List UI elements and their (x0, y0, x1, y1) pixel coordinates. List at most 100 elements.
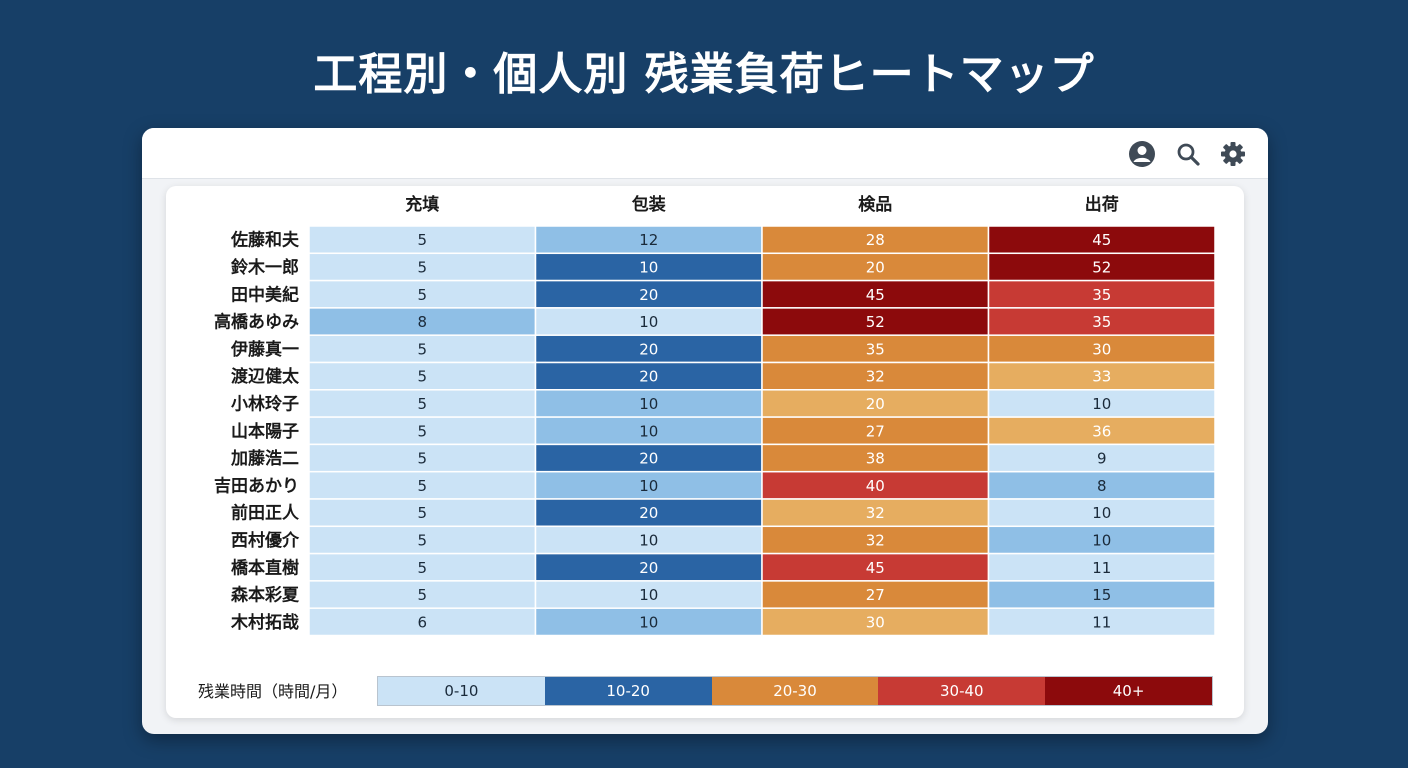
heatmap-cell (987, 443, 1216, 473)
cell-value: 10 (639, 531, 658, 549)
heatmap-cell (761, 389, 990, 418)
row-label: 高橋あゆみ (214, 312, 299, 333)
heatmap-cell (987, 361, 1216, 391)
heatmap-cell (761, 470, 990, 500)
heatmap-cell (534, 498, 763, 528)
column-header: 出荷 (1085, 194, 1119, 215)
row-label: 橋本直樹 (231, 557, 299, 578)
cell-value: 5 (417, 450, 427, 468)
cell-value: 20 (639, 368, 658, 386)
toolbar (142, 128, 1268, 179)
cell-value: 30 (866, 613, 885, 631)
page-title: 工程別・個人別 残業負荷ヒートマップ (313, 49, 1095, 100)
cell-value: 10 (639, 586, 658, 604)
cell-value: 5 (417, 231, 427, 249)
heatmap-cell (761, 525, 990, 555)
cell-value: 5 (417, 586, 427, 604)
cell-value: 10 (639, 422, 658, 440)
heatmap-cell (987, 252, 1216, 282)
cell-value: 40 (866, 477, 885, 495)
cell-value: 5 (417, 477, 427, 495)
cell-value: 5 (417, 340, 427, 358)
cell-value: 8 (1097, 477, 1107, 495)
legend-item: 10-20 (544, 677, 712, 705)
row-label: 小林玲子 (231, 393, 299, 414)
heatmap-cell (308, 307, 537, 336)
cell-value: 11 (1092, 613, 1111, 631)
cell-value: 10 (639, 613, 658, 631)
cell-value: 5 (417, 258, 427, 276)
heatmap-cell (987, 225, 1216, 255)
cell-value: 5 (417, 504, 427, 522)
cell-value: 52 (866, 313, 885, 331)
heatmap-cell (534, 225, 763, 255)
cell-value: 32 (866, 368, 885, 386)
cell-value: 36 (1092, 422, 1111, 440)
cell-value: 45 (1092, 231, 1111, 249)
cell-value: 28 (866, 231, 885, 249)
cell-value: 5 (417, 531, 427, 549)
row-label: 田中美紀 (231, 284, 299, 305)
row-label: 森本彩夏 (231, 585, 300, 606)
cell-value: 10 (1092, 531, 1111, 549)
heatmap-cell (534, 334, 763, 364)
cell-value: 5 (417, 422, 427, 440)
cell-value: 20 (639, 504, 658, 522)
legend-item: 0-10 (378, 677, 545, 705)
heatmap-cell (761, 307, 990, 336)
row-label: 鈴木一郎 (231, 257, 299, 278)
heatmap-cell (308, 607, 537, 637)
heatmap-cell (987, 552, 1216, 582)
cell-value: 10 (639, 395, 658, 413)
cell-value: 30 (1092, 340, 1111, 358)
heatmap-cell (987, 279, 1216, 309)
cell-value: 10 (639, 313, 658, 331)
legend: 0-10 10-20 20-30 30-40 40+ (377, 676, 1213, 706)
heatmap-cell (761, 334, 990, 364)
cell-value: 15 (1092, 586, 1111, 604)
cell-value: 35 (866, 340, 885, 358)
user-icon[interactable] (1128, 140, 1156, 168)
cell-value: 11 (1092, 559, 1111, 577)
heatmap-cell (761, 416, 990, 446)
heatmap-cell (534, 361, 763, 391)
cell-value: 5 (417, 559, 427, 577)
cell-value: 33 (1092, 368, 1111, 386)
heatmap-cell (534, 279, 763, 309)
cell-value: 5 (417, 368, 427, 386)
cell-value: 5 (417, 286, 427, 304)
cell-value: 12 (639, 231, 658, 249)
search-icon[interactable] (1174, 140, 1202, 168)
row-label: 伊藤真一 (230, 339, 299, 360)
gear-icon[interactable] (1219, 140, 1247, 168)
heatmap-cell (308, 389, 537, 418)
cell-value: 38 (866, 450, 885, 468)
legend-item: 30-40 (878, 677, 1046, 705)
app-window: 充填 包装 検品 出荷 佐藤和夫 5 12 28 45 鈴木一郎 5 10 20 52 田中美紀 5 20 45 3… (142, 128, 1268, 734)
heatmap-cell (761, 443, 990, 473)
cell-value: 8 (417, 313, 427, 331)
heatmap-cell (761, 361, 990, 391)
column-header: 検品 (858, 194, 892, 215)
heatmap-cell (987, 307, 1216, 336)
heatmap-cell (534, 525, 763, 555)
cell-value: 10 (1092, 504, 1111, 522)
heatmap-cell (987, 389, 1216, 418)
cell-value: 10 (639, 477, 658, 495)
cell-value: 20 (639, 450, 658, 468)
cell-value: 5 (417, 395, 427, 413)
heatmap-cell (761, 552, 990, 582)
row-label: 西村優介 (231, 530, 300, 551)
row-label: 山本陽子 (231, 421, 299, 442)
cell-value: 10 (1092, 395, 1111, 413)
cell-value: 32 (866, 504, 885, 522)
heatmap-cell (534, 389, 763, 418)
row-label: 前田正人 (231, 503, 300, 524)
column-header: 充填 (405, 194, 439, 215)
cell-value: 52 (1092, 258, 1111, 276)
legend-title: 残業時間（時間/月） (198, 682, 348, 701)
row-label: 加藤浩二 (230, 448, 299, 469)
cell-value: 20 (639, 340, 658, 358)
heatmap-cell (534, 470, 763, 500)
heatmap-cell (987, 607, 1216, 637)
